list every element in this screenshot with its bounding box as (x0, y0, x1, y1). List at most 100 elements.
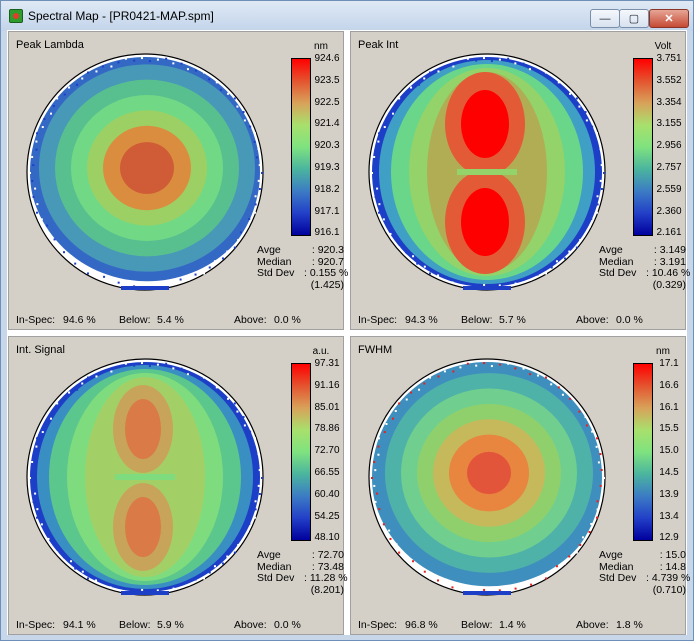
edge-noise (29, 57, 263, 289)
std-label: Std Dev (599, 267, 637, 279)
title-bar[interactable]: Spectral Map - [PR0421-MAP.spm] — ▢ ✕ (1, 1, 693, 31)
map-panel-4[interactable]: FWHM nm 17.1 16.6 16.1 15.5 15.0 14.5 13.9 13.4… (350, 336, 691, 635)
colorbar-tick: 921.4 (314, 118, 340, 130)
above-value: 1.8 % (616, 619, 643, 631)
minimize-button[interactable]: — (590, 9, 620, 28)
colorbar-tick: 66.55 (314, 467, 340, 478)
statistics: Avge: 920.3 Median: 920.7 Std Dev: 0.155… (257, 244, 349, 291)
colorbar-tick: 12.9 (659, 532, 679, 544)
colorbar-tick: 97.31 (314, 358, 340, 369)
above-value: 0.0 % (274, 314, 301, 326)
median-label: Median (599, 255, 634, 268)
std-label: Std Dev (599, 572, 637, 584)
colorbar-tick: 917.1 (314, 205, 340, 217)
below-label: Below: (119, 314, 151, 326)
statistics: Avge : 72.70 Median : 73.48 Std Dev : 11.28… (257, 549, 348, 596)
colorbar-unit: Volt (654, 41, 672, 52)
colorbar-tick: 922.5 (314, 96, 340, 108)
colorbar-tick: 60.40 (314, 488, 340, 500)
avge-label: Avge (257, 549, 281, 561)
avge-label: Avge (257, 244, 281, 256)
colorbar-tick: 85.01 (314, 401, 340, 413)
colorbar-tick: 3.354 (656, 96, 682, 108)
median-label: Median (257, 255, 292, 268)
colorbar-tick: 14.5 (659, 467, 679, 478)
colorbar-tick: 924.6 (314, 53, 340, 64)
inspec-label: In-Spec: (16, 314, 56, 326)
colorbar-tick: 2.360 (656, 205, 682, 217)
map-ring (120, 142, 174, 194)
median-value: : 73.48 (311, 560, 344, 573)
avge-label: Avge (599, 244, 623, 256)
avge-value: : 920.3 (311, 244, 344, 256)
panel-title: Peak Lambda (16, 39, 84, 51)
panel-title: Peak Int (358, 39, 399, 51)
map-panel-2[interactable]: Peak Int Volt 3.751 3.552 3.354 3.155 2.956 2… (350, 31, 690, 330)
colorbar-tick: 2.161 (656, 227, 682, 239)
colorbar-tick: 2.956 (656, 140, 682, 152)
colorbar-tick: 16.1 (659, 401, 679, 413)
avge-value: : 15.0 (659, 549, 686, 561)
colorbar-tick: 72.70 (314, 445, 340, 457)
inspec-value: 94.3 % (405, 314, 438, 326)
std-value: : 11.28 % (304, 572, 348, 584)
median-label: Median (257, 560, 292, 573)
below-value: 5.9 % (157, 619, 184, 631)
wafer-map[interactable] (15, 358, 276, 604)
edge-noise (371, 57, 605, 289)
statistics: Avge: 15.0 Median: 14.8 Std Dev: 4.739 %… (599, 549, 691, 596)
median-label: Median (599, 560, 634, 573)
colorbar (291, 58, 311, 236)
inspec-value: 94.6 % (63, 314, 96, 326)
colorbar-tick: 15.5 (659, 423, 679, 435)
colorbar-tick: 78.86 (314, 423, 340, 435)
std-value: : 4.739 % (646, 572, 691, 584)
edge-noise (371, 362, 605, 594)
colorbar-tick: 2.757 (656, 162, 682, 173)
wafer-flat (121, 591, 169, 595)
wafer-map[interactable] (15, 53, 276, 299)
colorbar-tick: 3.155 (656, 118, 682, 130)
wafer-map[interactable] (357, 358, 618, 604)
avge-value: : 72.70 (311, 549, 344, 561)
inspec-value: 94.1 % (63, 619, 96, 631)
app-icon[interactable] (9, 9, 23, 23)
colorbar-tick: 15.0 (659, 445, 679, 457)
std-abs-value: (8.201) (310, 583, 344, 596)
map-lobe (461, 90, 509, 158)
above-label: Above: (576, 314, 609, 326)
colorbar-tick: 919.3 (314, 162, 340, 173)
median-value: : 3.191 (653, 255, 686, 268)
colorbar (633, 58, 653, 236)
panel-title: Int. Signal (16, 344, 65, 356)
below-label: Below: (461, 314, 493, 326)
std-abs-value: (0.329) (652, 278, 686, 291)
median-value: : 14.8 (659, 560, 686, 573)
wafer-flat (463, 591, 511, 595)
colorbar-tick: 13.9 (659, 488, 679, 500)
wafer-flat (121, 286, 169, 290)
map-panel-1[interactable]: Peak Lambda nm 924.6 923.5 922.5 921.4 920.3… (8, 31, 349, 330)
colorbar-tick: 54.25 (314, 510, 340, 522)
map-panel-3[interactable]: Int. Signal a.u. 97.31 91.16 85.01 78.86 72.… (8, 336, 348, 635)
below-value: 5.7 % (499, 314, 526, 326)
std-label: Std Dev (257, 572, 295, 584)
map-lobe (125, 497, 161, 557)
inspec-value: 96.8 % (405, 619, 438, 631)
close-button[interactable]: ✕ (649, 9, 689, 28)
std-value: : 0.155 % (304, 267, 349, 279)
colorbar-tick: 923.5 (314, 74, 340, 86)
maximize-button[interactable]: ▢ (619, 9, 649, 28)
above-label: Above: (576, 619, 609, 631)
wafer-map[interactable] (357, 53, 618, 299)
colorbar-tick: 48.10 (314, 532, 340, 544)
colorbar-tick: 920.3 (314, 140, 340, 152)
std-abs-value: (1.425) (310, 278, 344, 291)
above-label: Above: (234, 314, 267, 326)
median-value: : 920.7 (311, 255, 344, 268)
map-waist (457, 169, 517, 175)
colorbar-unit: a.u. (312, 346, 330, 357)
above-label: Above: (234, 619, 267, 631)
colorbar-tick: 918.2 (314, 183, 340, 195)
below-value: 5.4 % (157, 314, 184, 326)
